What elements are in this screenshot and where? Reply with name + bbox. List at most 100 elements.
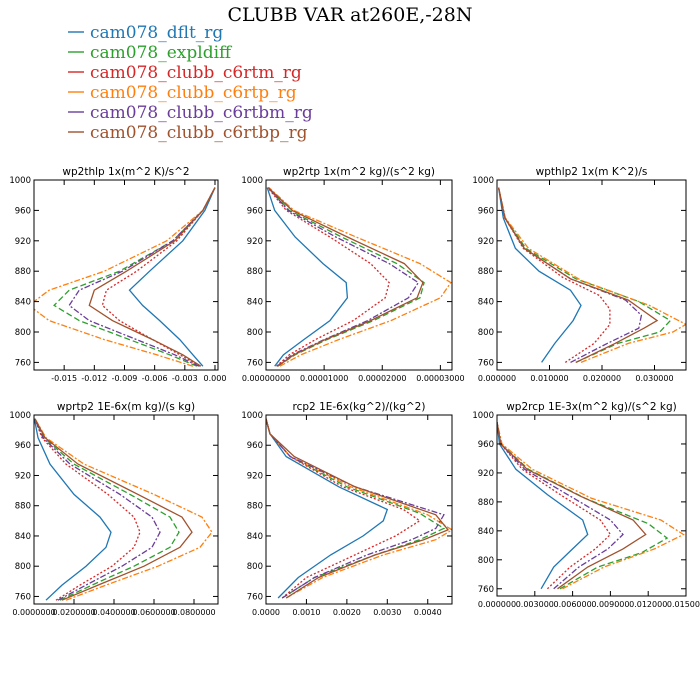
x-tick-label: 0.00001000 bbox=[300, 374, 348, 383]
y-tick-label: 960 bbox=[247, 441, 263, 451]
y-tick-label: 840 bbox=[478, 298, 494, 308]
x-tick-label: 0.006000 bbox=[554, 600, 592, 609]
series-line bbox=[497, 422, 669, 590]
series-line bbox=[497, 187, 582, 363]
plot-frame bbox=[33, 414, 219, 605]
y-tick-label: 880 bbox=[478, 498, 494, 508]
y-tick-label: 800 bbox=[15, 562, 31, 572]
plot-frame bbox=[265, 179, 453, 371]
x-tick-label: 0.015000 bbox=[667, 600, 700, 609]
chart-panel: wp2thlp 1x(m^2 K)/s^2 760 800 840 880 920 960 1… bbox=[9, 166, 226, 383]
y-tick-label: 800 bbox=[478, 328, 494, 338]
figure-title: CLUBB VAR at260E,-28N bbox=[228, 4, 473, 26]
x-tick-label: 0.0030 bbox=[373, 608, 401, 617]
plot-frame bbox=[496, 179, 687, 371]
y-tick-label: 880 bbox=[15, 267, 31, 277]
legend-label: cam078_clubb_c6rtbm_rg bbox=[90, 103, 313, 123]
series-line bbox=[266, 187, 349, 367]
y-tick-label: 840 bbox=[247, 298, 263, 308]
x-tick-label: 0.003000 bbox=[516, 600, 554, 609]
plot-frame bbox=[265, 414, 453, 605]
series-line bbox=[497, 187, 672, 363]
series-line bbox=[266, 418, 421, 599]
x-tick-label: 0.000 bbox=[204, 374, 227, 383]
series-line bbox=[53, 187, 216, 367]
y-tick-label: 800 bbox=[15, 328, 31, 338]
series-line bbox=[497, 187, 611, 363]
x-tick-label: 0.0600000 bbox=[132, 608, 175, 617]
chart-panel: wprtp2 1E-6x(m kg)/(s kg) 760 800 840 880 920… bbox=[9, 401, 219, 617]
x-tick-label: 0.0020 bbox=[333, 608, 361, 617]
y-tick-label: 760 bbox=[478, 358, 494, 368]
chart-panel: wp2rcp 1E-3x(m^2 kg)/(s^2 kg) 760 800 840 88… bbox=[472, 401, 700, 609]
y-tick-label: 960 bbox=[15, 206, 31, 216]
legend-label: cam078_expldiff bbox=[90, 43, 233, 63]
y-tick-label: 960 bbox=[15, 441, 31, 451]
series-line bbox=[266, 418, 450, 599]
y-tick-label: 1000 bbox=[472, 411, 494, 421]
chart-panel: wpthlp2 1x(m K^2)/s 760 800 840 880 920 960 100… bbox=[472, 166, 687, 383]
series-line bbox=[497, 422, 647, 590]
plot-frame bbox=[33, 179, 219, 371]
x-tick-label: 0.000000 bbox=[478, 600, 516, 609]
series-line bbox=[34, 187, 216, 367]
chart-panel: wp2rtp 1x(m^2 kg)/(s^2 kg) 760 800 840 880 92… bbox=[241, 166, 464, 383]
y-tick-label: 760 bbox=[247, 592, 263, 602]
series-line bbox=[497, 422, 589, 590]
chart-panel: rcp2 1E-6x(kg^2)/(kg^2) 760 800 840 880 920 96… bbox=[241, 401, 453, 617]
x-tick-label: 0.0400000 bbox=[92, 608, 135, 617]
y-tick-label: 880 bbox=[247, 502, 263, 512]
x-tick-label: 0.012000 bbox=[629, 600, 667, 609]
x-tick-label: -0.015 bbox=[51, 374, 77, 383]
x-tick-label: 0.0010 bbox=[292, 608, 320, 617]
y-tick-label: 840 bbox=[478, 527, 494, 537]
x-tick-label: 0.030000 bbox=[635, 374, 673, 383]
legend-label: cam078_clubb_c6rtbp_rg bbox=[90, 123, 308, 143]
x-tick-label: -0.012 bbox=[81, 374, 107, 383]
y-tick-label: 920 bbox=[15, 471, 31, 481]
x-tick-label: 0.010000 bbox=[530, 374, 568, 383]
y-tick-label: 800 bbox=[478, 556, 494, 566]
panel-title: wpthlp2 1x(m K^2)/s bbox=[536, 166, 648, 178]
y-tick-label: 840 bbox=[15, 298, 31, 308]
x-tick-label: 0.009000 bbox=[591, 600, 629, 609]
legend-label: cam078_clubb_c6rtp_rg bbox=[90, 83, 297, 103]
panel-title: wp2rtp 1x(m^2 kg)/(s^2 kg) bbox=[283, 166, 435, 178]
panel-title: wp2rcp 1E-3x(m^2 kg)/(s^2 kg) bbox=[506, 401, 677, 413]
series-line bbox=[34, 418, 180, 601]
y-tick-label: 960 bbox=[478, 440, 494, 450]
x-tick-label: 0.0040 bbox=[414, 608, 442, 617]
legend-label: cam078_dflt_rg bbox=[90, 23, 223, 43]
series-line bbox=[268, 187, 452, 367]
y-tick-label: 920 bbox=[15, 237, 31, 247]
plot-frame bbox=[496, 414, 687, 597]
x-tick-label: 0.00000000 bbox=[242, 374, 290, 383]
y-tick-label: 960 bbox=[247, 206, 263, 216]
x-tick-label: 0.00002000 bbox=[358, 374, 406, 383]
y-tick-label: 1000 bbox=[241, 411, 263, 421]
series-line bbox=[34, 418, 213, 601]
series-line bbox=[497, 187, 686, 364]
series-line bbox=[267, 187, 390, 367]
y-tick-label: 920 bbox=[478, 237, 494, 247]
y-tick-label: 960 bbox=[478, 206, 494, 216]
y-tick-label: 840 bbox=[15, 532, 31, 542]
series-line bbox=[497, 187, 643, 363]
panel-title: rcp2 1E-6x(kg^2)/(kg^2) bbox=[293, 401, 426, 413]
x-tick-label: 0.000000 bbox=[478, 374, 516, 383]
x-tick-label: -0.009 bbox=[112, 374, 138, 383]
y-tick-label: 1000 bbox=[241, 176, 263, 186]
series-line bbox=[267, 187, 420, 367]
series-line bbox=[128, 187, 216, 367]
y-tick-label: 1000 bbox=[472, 176, 494, 186]
panels: wp2thlp 1x(m^2 K)/s^2 760 800 840 880 920 960 1… bbox=[9, 166, 700, 617]
series-line bbox=[266, 418, 389, 599]
x-tick-label: 0.00003000 bbox=[416, 374, 464, 383]
y-tick-label: 920 bbox=[247, 471, 263, 481]
y-tick-label: 800 bbox=[247, 562, 263, 572]
series-line bbox=[34, 418, 112, 601]
y-tick-label: 760 bbox=[478, 585, 494, 595]
y-tick-label: 760 bbox=[247, 358, 263, 368]
series-line bbox=[266, 418, 445, 599]
